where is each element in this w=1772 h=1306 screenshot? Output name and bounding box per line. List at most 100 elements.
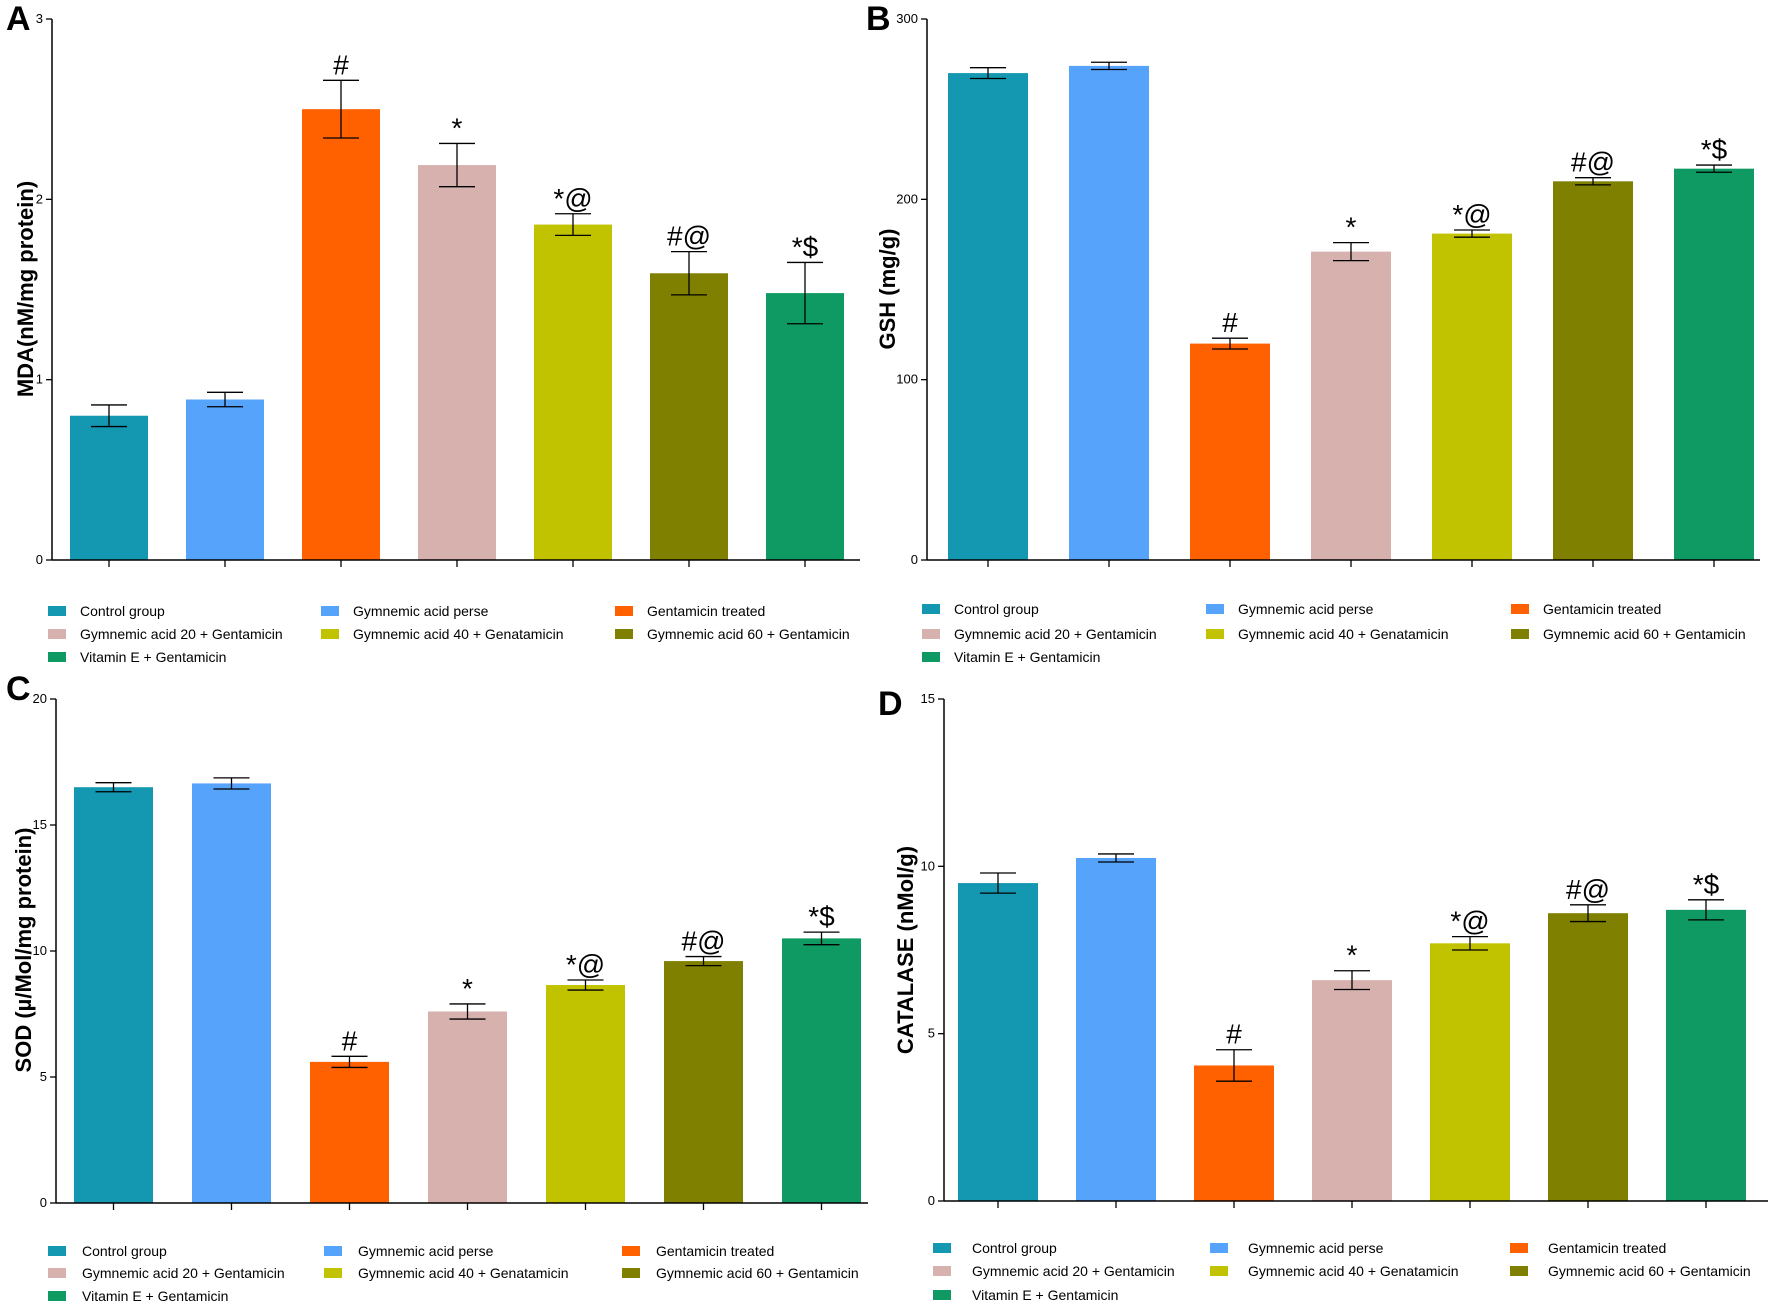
y-axis-title: CATALASE (nMol/g) (893, 846, 918, 1054)
legend-label: Gymnemic acid 40 + Genatamicin (353, 626, 563, 642)
significance-label: * (1347, 940, 1358, 971)
legend-swatch (1510, 1243, 1528, 1253)
bar (1674, 168, 1754, 560)
legend-label: Gymnemic acid 60 + Gentamicin (647, 626, 850, 642)
panel-letter: D (878, 685, 903, 723)
legend-swatch (922, 629, 940, 639)
y-axis-title: MDA(nM/mg protein) (13, 181, 38, 397)
legend: Control group Gymnemic acid perse Gentamic… (48, 1243, 859, 1304)
y-axis-title: GSH (mg/g) (875, 229, 900, 350)
bar (1548, 913, 1628, 1201)
panel-letter: A (6, 0, 31, 38)
y-tick-label: 2 (36, 191, 43, 206)
legend-label: Gymnemic acid 20 + Gentamicin (82, 1265, 285, 1281)
panel-d: D CATALASE (nMol/g) # * *@ #@ *$ 0 5 10 15 Control … (878, 685, 1768, 1303)
bar (74, 787, 153, 1203)
y-tick-label: 1 (36, 372, 43, 387)
bar (1430, 943, 1510, 1201)
legend: Control group Gymnemic acid perse Gentamic… (933, 1240, 1751, 1303)
legend-label: Gymnemic acid 20 + Gentamicin (80, 626, 283, 642)
significance-label: # (333, 49, 349, 80)
bar (1312, 980, 1392, 1201)
panel-letter: C (6, 670, 31, 708)
bar (70, 415, 148, 560)
legend-swatch (1206, 629, 1224, 639)
significance-label: #@ (1571, 147, 1615, 178)
legend-swatch (615, 629, 633, 639)
legend-swatch (1210, 1243, 1228, 1253)
y-tick-label: 5 (928, 1026, 935, 1041)
legend-label: Gymnemic acid perse (358, 1243, 494, 1259)
y-tick-label: 10 (33, 943, 47, 958)
bar (546, 985, 625, 1203)
bar (534, 224, 612, 560)
significance-label: *@ (1450, 906, 1489, 937)
y-tick-label: 200 (896, 191, 918, 206)
y-tick-label: 0 (928, 1193, 935, 1208)
significance-label: *@ (1452, 199, 1491, 230)
bar (1311, 251, 1391, 560)
significance-label: # (342, 1025, 358, 1056)
legend-label: Gentamicin treated (1543, 601, 1661, 617)
bar (1190, 343, 1270, 560)
legend-swatch (622, 1246, 640, 1256)
legend-label: Gentamicin treated (656, 1243, 774, 1259)
legend-swatch (1511, 604, 1529, 614)
bar (192, 783, 271, 1203)
legend-label: Gymnemic acid 40 + Genatamicin (1248, 1263, 1458, 1279)
legend-swatch (48, 1268, 66, 1278)
legend-swatch (933, 1243, 951, 1253)
bar (948, 73, 1028, 560)
significance-label: * (462, 973, 473, 1004)
panel-c: C SOD (µ/Mol/mg protein) # * *@ #@ *$ 0 5 10 15 20 C… (6, 670, 868, 1304)
legend-swatch (48, 652, 66, 662)
legend-label: Vitamin E + Gentamicin (80, 649, 226, 665)
legend-label: Gentamicin treated (1548, 1240, 1666, 1256)
legend-label: Gentamicin treated (647, 603, 765, 619)
bar (1432, 233, 1512, 560)
significance-label: *$ (808, 901, 835, 932)
bar (418, 165, 496, 560)
legend-swatch (1510, 1266, 1528, 1276)
panel-a: A MDA(nM/mg protein) # * *@ #@ *$ 0 1 2 3 Control g… (6, 0, 860, 665)
legend-label: Gymnemic acid perse (1248, 1240, 1384, 1256)
bar (1666, 909, 1746, 1201)
legend-label: Gymnemic acid 60 + Gentamicin (656, 1265, 859, 1281)
bar (766, 293, 844, 560)
legend-swatch (324, 1246, 342, 1256)
panel-b: B GSH (mg/g) # * *@ #@ *$ 0 100 200 300 Control gro… (866, 0, 1760, 665)
legend-label: Vitamin E + Gentamicin (972, 1287, 1118, 1303)
bar (428, 1011, 507, 1203)
significance-label: *$ (1693, 869, 1720, 900)
legend-swatch (48, 629, 66, 639)
legend-swatch (622, 1268, 640, 1278)
legend-label: Control group (954, 601, 1039, 617)
bar (650, 273, 728, 560)
legend-swatch (1511, 629, 1529, 639)
significance-label: *$ (1701, 134, 1728, 165)
bar (664, 961, 743, 1203)
legend-swatch (48, 606, 66, 616)
legend-swatch (922, 652, 940, 662)
panel-letter: B (866, 0, 891, 38)
significance-label: *$ (792, 231, 819, 262)
legend-swatch (321, 629, 339, 639)
legend-label: Control group (82, 1243, 167, 1259)
legend-label: Vitamin E + Gentamicin (954, 649, 1100, 665)
bar (186, 399, 264, 560)
legend-swatch (1206, 604, 1224, 614)
significance-label: # (1226, 1019, 1242, 1050)
legend-label: Gymnemic acid 20 + Gentamicin (954, 626, 1157, 642)
y-tick-label: 100 (896, 372, 918, 387)
significance-label: *@ (566, 949, 605, 980)
bar (1194, 1065, 1274, 1201)
legend-label: Gymnemic acid 40 + Genatamicin (358, 1265, 568, 1281)
legend: Control group Gymnemic acid perse Gentamic… (48, 603, 850, 665)
significance-label: #@ (1566, 874, 1610, 905)
legend-swatch (922, 604, 940, 614)
legend-label: Vitamin E + Gentamicin (82, 1288, 228, 1304)
bar (958, 883, 1038, 1201)
bar (782, 938, 861, 1203)
legend-label: Control group (972, 1240, 1057, 1256)
y-tick-label: 15 (33, 817, 47, 832)
